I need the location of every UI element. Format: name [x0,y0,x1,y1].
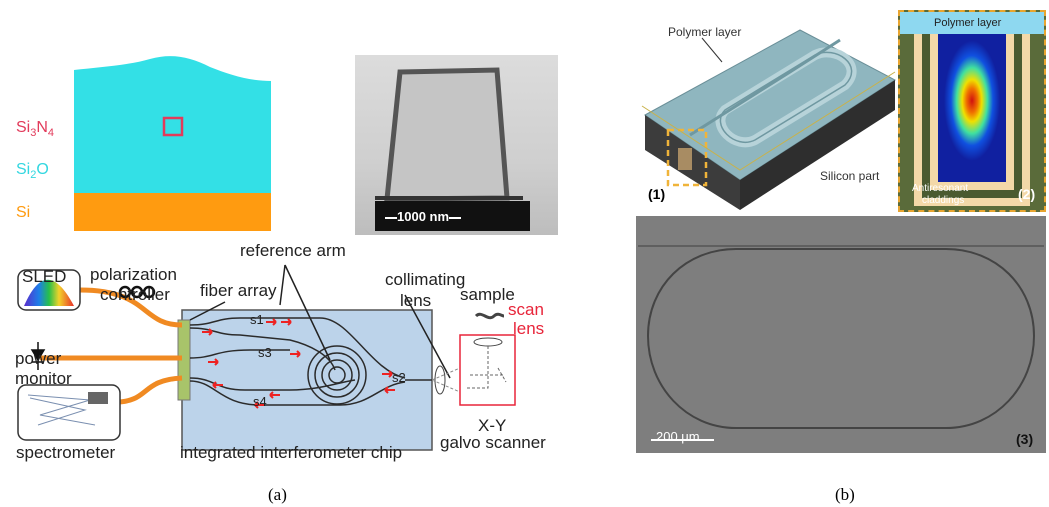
chip-front [645,115,740,210]
scan-lens-label: lens [513,319,545,338]
core-label: Si3N4 [16,119,55,140]
chip-side [740,80,895,210]
caption-a: (a) [268,485,287,504]
sem-scale-bar: 1000 nm [385,209,462,224]
galvo-label: galvo scanner [440,433,546,452]
splitter-s4: s4 [253,394,267,409]
splitter-s1: s1 [250,312,264,327]
sem-scale-text: 1000 nm [397,209,450,224]
scan-box [459,334,516,406]
spectrometer-label: spectrometer [16,443,116,462]
splitter-s2: s2 [392,370,406,385]
splitter-s3: s3 [258,345,272,360]
lens-label: lens [400,291,432,310]
sample-wave [474,312,505,320]
sem-top-scale: 200 μm [656,429,700,444]
controller-label: controller [100,285,170,304]
xy-label: X-Y [478,416,507,435]
chip-label: integrated interferometer chip [180,443,403,462]
polarization-label: polarization [90,265,177,284]
polarization-loops [118,285,156,299]
scan-lens [473,337,503,347]
label-2: (2) [1018,186,1036,202]
cladding-label: Si2O [16,161,49,182]
bus-waveguide [689,38,841,137]
sem-top-view: 200 μm (3) [636,216,1046,453]
monitor-label: monitor [15,369,72,388]
antiresonant-label: Antiresonant [912,183,969,194]
claddings-label: claddings [922,195,965,206]
racetrack-resonator [638,245,1044,441]
cladding-layer [74,56,271,193]
silicon-part-label: Silicon part [820,169,880,183]
substrate-label: Si [16,204,31,221]
label-3: (3) [1016,431,1034,447]
fiber-top [79,287,183,328]
polymer-layer-label: Polymer layer [668,25,742,39]
highlight-box [666,128,708,187]
substrate-layer [74,193,271,231]
mode-field [938,34,1006,182]
inset-polymer-label: Polymer layer [934,17,1002,29]
leader-lines [189,264,451,379]
sem-image: 1000 nm [355,55,558,235]
caption-b: (b) [835,485,855,504]
fiber-bot [114,375,183,405]
reference-arm-label: reference arm [240,241,346,260]
waveguide-cross-section [74,56,271,231]
inset-polymer [900,12,1044,34]
collimating-lens [434,365,446,395]
spectrometer-rays [27,394,96,426]
interferometer-schematic [17,264,516,451]
fiber-array-label: fiber array [200,281,277,300]
sled-label: SLED [22,267,67,286]
chip-3d-render [641,29,896,210]
sem-waveguide [375,67,530,231]
sample-label: sample [460,285,515,304]
core-square [162,116,184,137]
collimating-label: collimating [385,270,466,289]
scan-label: scan [508,300,544,319]
diode-symbol [30,342,46,370]
sled-spectrum [24,279,74,306]
inset-mode-profile: Polymer layer Antiresonant claddings (2) [898,10,1046,212]
label-1: (1) [648,186,666,202]
power-label: power [15,349,62,368]
polymer-leader [701,37,723,63]
signal-arrows [202,318,395,409]
